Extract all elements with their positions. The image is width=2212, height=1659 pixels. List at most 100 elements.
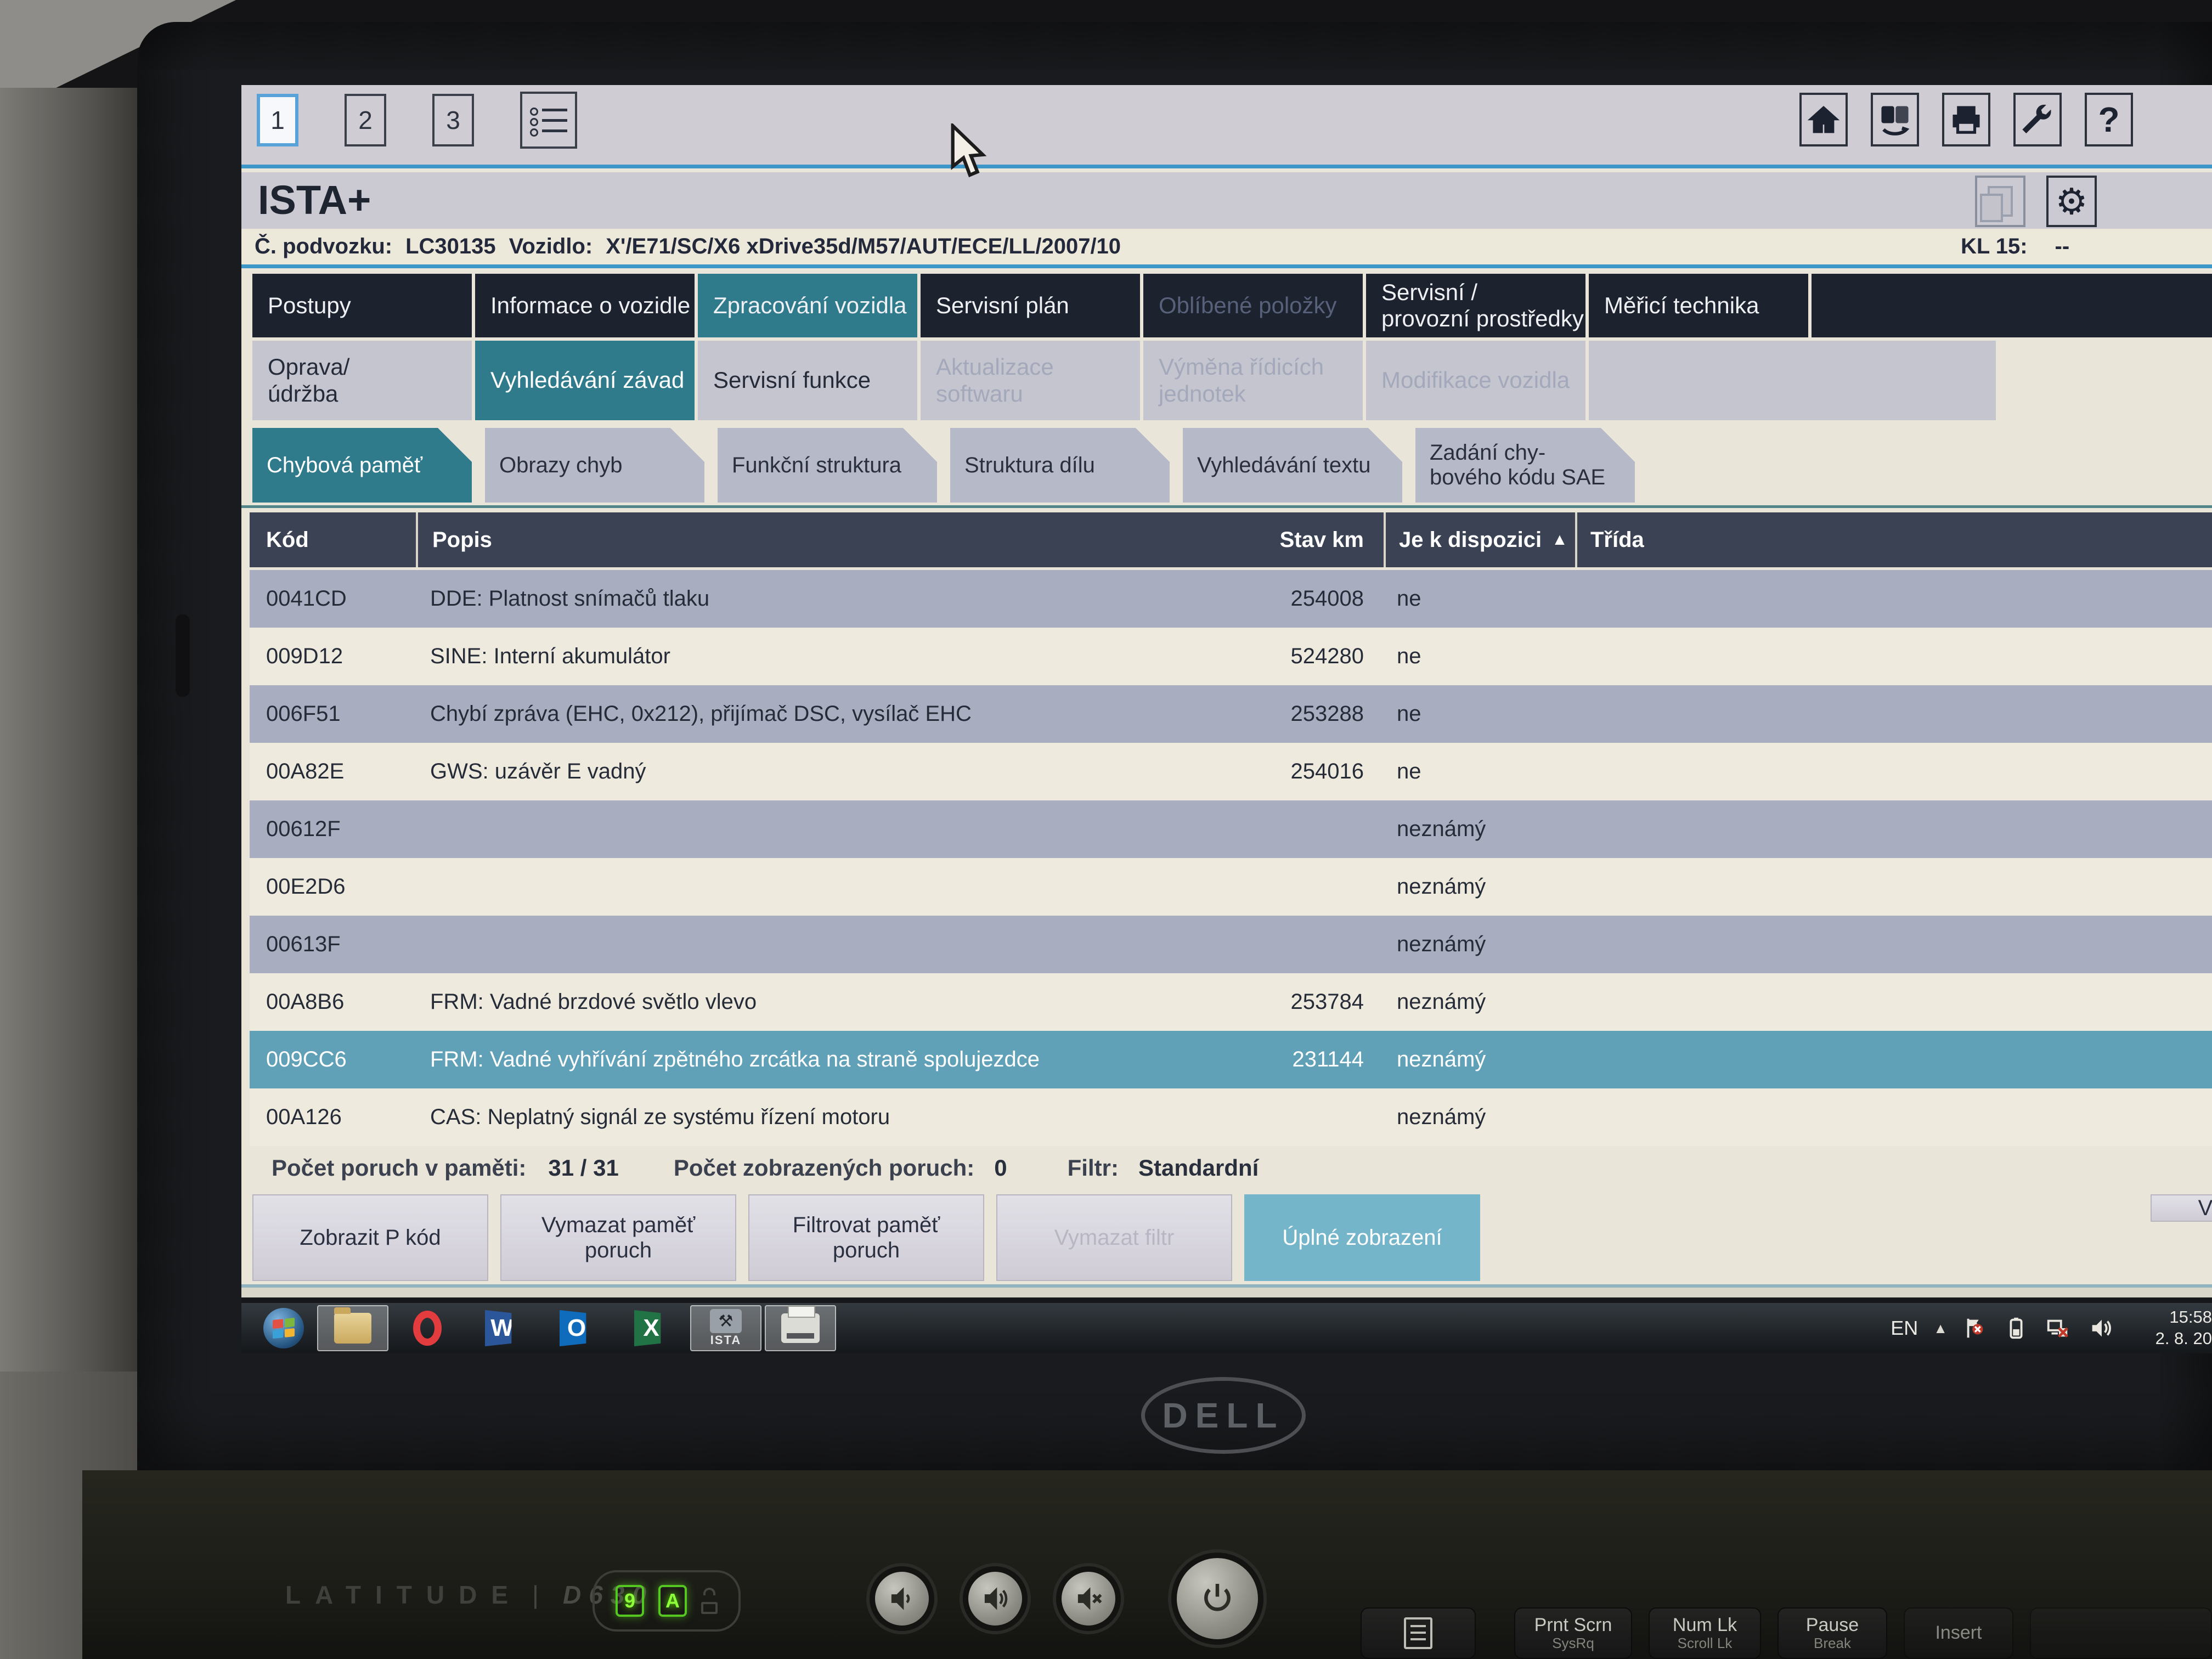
- vehicle-value: X'/E71/SC/X6 xDrive35d/M57/AUT/ECE/LL/20…: [606, 234, 1121, 258]
- volume-icon[interactable]: [2087, 1316, 2114, 1341]
- fault-row[interactable]: 00A126 CAS: Neplatný signál ze systému ří…: [250, 1088, 2212, 1146]
- taskbar-outlook-icon[interactable]: O: [541, 1305, 612, 1351]
- fault-row-selected[interactable]: 009CC6 FRM: Vadné vyhřívání zpětného zrcá…: [250, 1031, 2212, 1088]
- zobrazit-p-kod-button[interactable]: Zobrazit P kód: [252, 1194, 488, 1281]
- submenu-vyhledavani-zavad[interactable]: Vyhledávání závad: [475, 341, 695, 420]
- chassis-label: Č. podvozku:: [255, 234, 393, 258]
- uplne-zobrazeni-button[interactable]: Úplné zobrazení: [1244, 1194, 1480, 1281]
- taskbar-explorer-icon[interactable]: [317, 1305, 388, 1351]
- scrolllock-led: [701, 1588, 718, 1614]
- taskbar-clock[interactable]: 15:58 2. 8. 20: [2155, 1307, 2212, 1348]
- chassis-value: LC30135: [405, 234, 496, 258]
- tab-obrazy-chyb[interactable]: Obrazy chyb: [485, 428, 704, 503]
- fault-row[interactable]: 00A8B6 FRM: Vadné brzdové světlo vlevo 253…: [250, 973, 2212, 1031]
- tab-zadani-chyboveho-kodu-sae[interactable]: Zadání chy- bového kódu SAE: [1415, 428, 1635, 503]
- fault-row[interactable]: 00613F neznámý: [250, 916, 2212, 973]
- session-tab-1[interactable]: 1: [257, 94, 298, 146]
- fault-row[interactable]: 00A82E GWS: uzávěr E vadný 254016 ne: [250, 743, 2212, 800]
- mute-button: [1056, 1566, 1121, 1631]
- tab-funkcni-struktura[interactable]: Funkční struktura: [718, 428, 937, 503]
- start-button-icon[interactable]: [263, 1308, 304, 1348]
- latitude-model-badge: LATITUDE | D630: [285, 1581, 654, 1609]
- session-tab-3[interactable]: 3: [432, 94, 474, 146]
- menu-postupy[interactable]: Postupy: [252, 274, 472, 337]
- menu-zpracovani-vozidla[interactable]: Zpracování vozidla: [698, 274, 917, 337]
- print-icon[interactable]: [1942, 93, 1990, 146]
- action-center-flag-icon[interactable]: [1963, 1316, 1988, 1341]
- menu-informace-o-vozidle[interactable]: Informace o vozidle: [475, 274, 695, 337]
- keyboard-status-leds: 9 A: [592, 1570, 741, 1632]
- fault-count-status: Počet poruch v paměti: 31 / 31 Počet zob…: [272, 1155, 1259, 1181]
- numlock-led: 9: [616, 1585, 644, 1617]
- wrench-icon[interactable]: [2013, 93, 2062, 146]
- data-transfer-icon: [1975, 176, 2025, 227]
- taskbar-printer-icon[interactable]: [765, 1305, 836, 1351]
- fault-row[interactable]: 009D12 SINE: Interní akumulátor 524280 ne: [250, 628, 2212, 685]
- context-menu-key: [1361, 1607, 1476, 1659]
- fault-row[interactable]: 0041CD DDE: Platnost snímačů tlaku 254008 n…: [250, 570, 2212, 628]
- network-icon[interactable]: [2044, 1316, 2072, 1341]
- fault-row[interactable]: 00E2D6 neznámý: [250, 858, 2212, 916]
- fault-row[interactable]: 00612F neznámý: [250, 800, 2212, 858]
- system-tray: EN ▲ 15:58 2. 8. 20: [1891, 1303, 2212, 1353]
- title-row: ISTA+ ⚙: [241, 172, 2212, 229]
- action-button-row: Zobrazit P kód Vymazat paměť poruch Filt…: [252, 1194, 2212, 1281]
- submenu-row-filler: [1589, 341, 1996, 420]
- taskbar-ista-icon[interactable]: ⚒ ISTA: [690, 1305, 761, 1351]
- submenu-modifikace-vozidla: Modifikace vozidla: [1366, 341, 1585, 420]
- shown-count-value: 0: [994, 1155, 1007, 1181]
- kl15-value: --: [2055, 234, 2070, 258]
- kl15-label: KL 15:: [1961, 234, 2028, 258]
- menu-servisni-plan[interactable]: Servisní plán: [921, 274, 1140, 337]
- tray-expand-icon[interactable]: ▲: [1933, 1319, 1948, 1336]
- capslock-led: A: [658, 1585, 687, 1617]
- volume-up-button: [963, 1566, 1028, 1631]
- vehicle-info-bar: Č. podvozku: LC30135 Vozidlo: X'/E71/SC/…: [241, 229, 2212, 268]
- session-list-icon[interactable]: [520, 92, 577, 149]
- volume-down-button: [870, 1566, 934, 1631]
- partial-key: [2030, 1607, 2212, 1659]
- taskbar-opera-icon[interactable]: [392, 1305, 463, 1351]
- session-tab-2[interactable]: 2: [345, 94, 386, 146]
- laptop-screen: 1 2 3 ? ISTA+ ⚙: [241, 85, 2212, 1353]
- main-menu-row: Postupy Informace o vozidle Zpracování v…: [252, 274, 2212, 337]
- app-title: ISTA+: [258, 177, 371, 223]
- vehicle-label: Vozidlo:: [509, 234, 593, 258]
- battery-icon[interactable]: [2004, 1316, 2029, 1341]
- insert-key: Insert: [1904, 1607, 2013, 1659]
- windows-taskbar: W O X ⚒ ISTA EN ▲: [241, 1303, 2212, 1353]
- column-header-trida[interactable]: Třída: [1575, 512, 2212, 567]
- column-header-je-k-dispozici[interactable]: Je k dispozici ▲: [1384, 512, 1575, 567]
- menu-merici-technika[interactable]: Měřicí technika: [1589, 274, 1808, 337]
- filtrovat-pamet-poruch-button[interactable]: Filtrovat paměť poruch: [748, 1194, 984, 1281]
- bezel-latch: [176, 614, 190, 697]
- tab-chybova-pamet[interactable]: Chybová paměť: [252, 428, 472, 503]
- tab-vyhledavani-textu[interactable]: Vyhledávání textu: [1183, 428, 1402, 503]
- tab-struktura-dilu[interactable]: Struktura dílu: [950, 428, 1170, 503]
- app-bottom-line: [241, 1284, 2212, 1288]
- column-header-popis[interactable]: Popis: [416, 512, 1254, 567]
- column-header-kod[interactable]: Kód: [266, 527, 309, 552]
- language-indicator[interactable]: EN: [1891, 1317, 1918, 1339]
- vymazat-pamet-poruch-button[interactable]: Vymazat paměť poruch: [500, 1194, 736, 1281]
- fault-row[interactable]: 006F51 Chybí zpráva (EHC, 0x212), přijíma…: [250, 685, 2212, 743]
- settings-gear-icon[interactable]: ⚙: [2046, 176, 2097, 227]
- partial-right-button[interactable]: V: [2151, 1194, 2212, 1222]
- menu-row-filler: [1812, 274, 2212, 337]
- menu-servisni-provozni-prostredky[interactable]: Servisní / provozní prostředky: [1366, 274, 1585, 337]
- pause-key: Pause Break: [1778, 1607, 1887, 1659]
- connection-manager-icon[interactable]: [1871, 93, 1919, 146]
- submenu-servisni-funkce[interactable]: Servisní funkce: [698, 341, 917, 420]
- power-button: [1171, 1553, 1263, 1645]
- home-icon[interactable]: [1799, 93, 1848, 146]
- tabs-divider: [241, 505, 2212, 508]
- taskbar-word-icon[interactable]: W: [466, 1305, 538, 1351]
- fault-tabs-strip: Chybová paměť Obrazy chyb Funkční strukt…: [252, 428, 1635, 503]
- taskbar-excel-icon[interactable]: X: [616, 1305, 687, 1351]
- submenu-oprava-udrzba[interactable]: Oprava/ údržba: [252, 341, 472, 420]
- column-header-stav-km[interactable]: Stav km: [1279, 527, 1364, 552]
- mem-count-value: 31 / 31: [548, 1155, 619, 1181]
- help-icon[interactable]: ?: [2085, 93, 2133, 146]
- app-bottom-gap: [241, 1288, 2212, 1303]
